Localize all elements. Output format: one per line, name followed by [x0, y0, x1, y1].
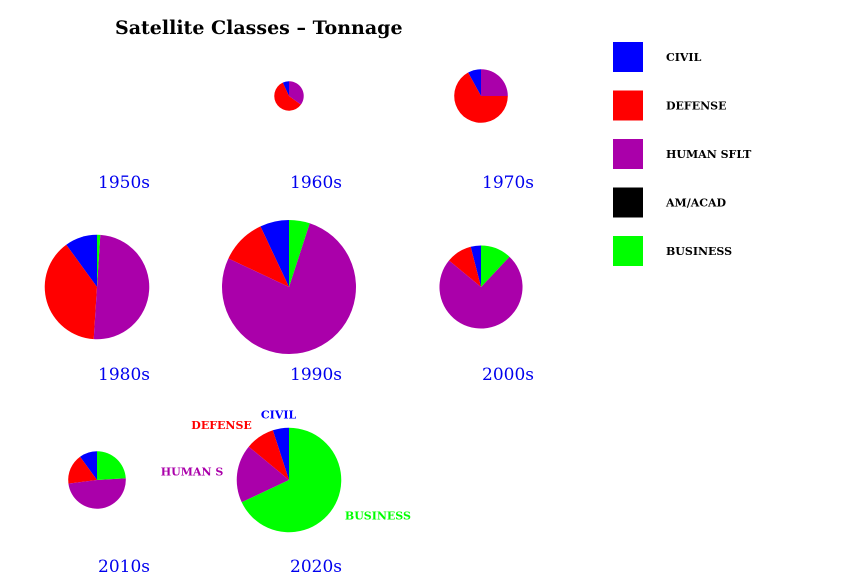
legend-item-civil: CIVIL	[613, 42, 702, 72]
decade-label-1960s: 1960s	[290, 173, 342, 193]
legend-item-business: BUSINESS	[613, 236, 732, 266]
pie-slice-2000s-defense	[448, 246, 481, 287]
pie-slice-2010s-defense	[68, 456, 97, 484]
pie-slice-2010s-business	[97, 451, 126, 480]
legend-label-defense: DEFENSE	[666, 100, 727, 113]
pie-2020s: CIVIL DEFENSE HUMAN S BUSINESS 2020s	[161, 409, 411, 576]
chart-title: Satellite Classes – Tonnage	[115, 17, 403, 39]
pie-slice-1970s-defense	[454, 72, 508, 123]
decade-label-1980s: 1980s	[98, 365, 150, 385]
pie-1980s: 1980s	[44, 234, 150, 385]
pie-slice-1960s-human-sflt	[289, 81, 304, 105]
pie-slice-2020s-civil	[272, 427, 289, 480]
pie-slice-2000s-business	[481, 245, 510, 287]
decade-label-2020s: 2020s	[290, 557, 342, 576]
legend-item-defense: DEFENSE	[613, 90, 727, 121]
legend: CIVIL DEFENSE HUMAN SFLT AM/ACAD BUSINESS	[613, 42, 752, 266]
pie-slice-1980s-human-sflt	[93, 234, 150, 340]
pie-slice-1990s-human-sflt	[222, 223, 357, 355]
slice-label-civil: CIVIL	[261, 409, 297, 422]
legend-label-human-sflt: HUMAN SFLT	[666, 148, 752, 161]
legend-item-am-acad: AM/ACAD	[613, 187, 727, 218]
pie-slice-2010s-civil	[80, 451, 97, 480]
slice-label-human-sflt: HUMAN S	[161, 466, 224, 479]
pie-2010s: 2010s	[68, 451, 150, 576]
slice-label-business: BUSINESS	[345, 510, 411, 523]
pie-1950s: 1950s	[98, 173, 150, 193]
pie-slice-2000s-civil	[470, 245, 481, 287]
pie-slice-1990s-civil	[260, 220, 289, 287]
pie-1970s: 1970s	[454, 69, 534, 193]
legend-swatch-civil	[613, 42, 643, 72]
legend-swatch-human-sflt	[613, 139, 643, 169]
decade-label-2000s: 2000s	[482, 365, 534, 385]
decade-label-2010s: 2010s	[98, 557, 150, 576]
decade-label-1990s: 1990s	[290, 365, 342, 385]
pie-slice-2020s-human-sflt	[236, 446, 289, 503]
pie-slice-1980s-civil	[66, 234, 97, 287]
decade-label-1970s: 1970s	[482, 173, 534, 193]
pies-group: 1950s 1960s 1970s 1980s 1990s 2000s 2010s CIVIL…	[44, 69, 534, 576]
slice-label-defense: DEFENSE	[191, 419, 252, 432]
legend-label-business: BUSINESS	[666, 245, 732, 258]
pie-slice-2010s-human-sflt	[68, 478, 126, 509]
pie-slice-2000s-human-sflt	[439, 256, 523, 329]
pie-slice-1990s-defense	[228, 226, 289, 287]
legend-swatch-business	[613, 236, 643, 266]
pie-slice-2020s-defense	[248, 430, 289, 480]
legend-swatch-am-acad	[613, 187, 643, 218]
pie-slice-1960s-civil	[282, 81, 289, 96]
pie-slice-1970s-civil	[468, 69, 481, 96]
pie-slice-2020s-business	[241, 427, 342, 533]
pie-slice-1970s-human-sflt	[481, 69, 508, 96]
legend-label-civil: CIVIL	[666, 51, 702, 64]
pie-2000s: 2000s	[439, 245, 534, 385]
pie-1960s: 1960s	[274, 81, 342, 193]
pie-slice-1990s-business	[289, 220, 310, 287]
legend-swatch-defense	[613, 90, 643, 121]
pie-1990s: 1990s	[222, 220, 357, 385]
legend-label-am-acad: AM/ACAD	[665, 197, 727, 210]
pie-slice-1980s-business	[97, 234, 101, 287]
legend-item-human-sflt: HUMAN SFLT	[613, 139, 752, 169]
pie-slice-1980s-defense	[44, 244, 97, 340]
pie-slice-1960s-defense	[274, 82, 301, 111]
decade-label-1950s: 1950s	[98, 173, 150, 193]
